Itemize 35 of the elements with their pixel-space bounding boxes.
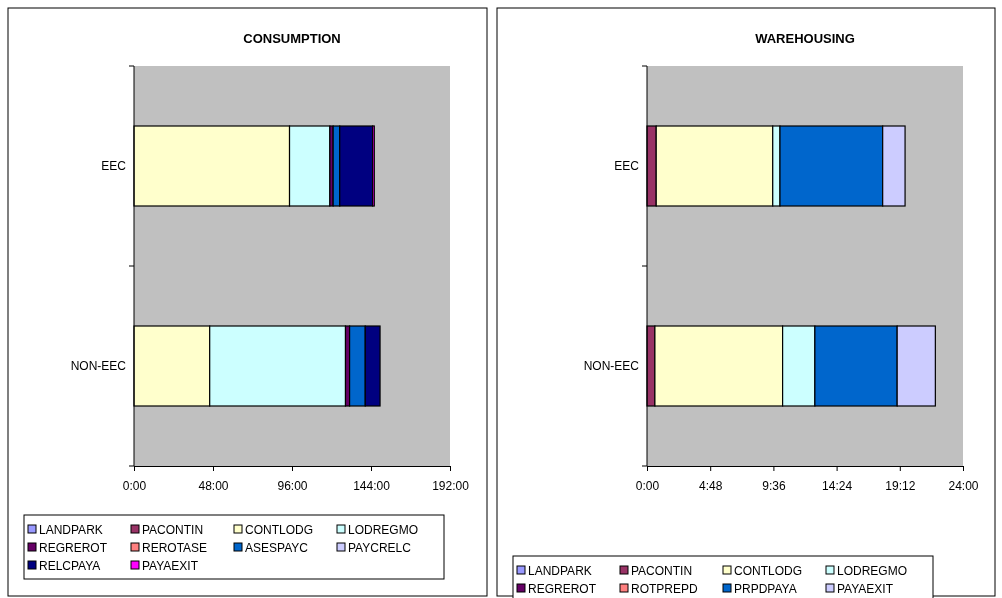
legend-label: ASESPAYC xyxy=(245,541,309,555)
legend-label: CONTLODG xyxy=(734,564,803,578)
legend-label: REGREROT xyxy=(39,541,108,555)
legend-label: REGREROT xyxy=(528,582,597,596)
x-tick-label: 144:00 xyxy=(353,478,391,493)
legend-label: LANDPARK xyxy=(39,523,103,537)
legend-label: PRPDPAYA xyxy=(734,582,797,596)
legend-label: PACONTIN xyxy=(631,564,693,578)
x-tick-label: 48:00 xyxy=(198,478,229,493)
legend-label: PAYAEXIT xyxy=(837,582,894,596)
y-tick-label: NON-EEC xyxy=(583,359,640,374)
legend-label: ROTPREPD xyxy=(631,582,699,596)
y-tick-label: EEC xyxy=(614,159,640,174)
chart-title: CONSUMPTION xyxy=(243,31,341,46)
legend-label: PAYAEXIT xyxy=(142,559,199,573)
x-tick-label: 96:00 xyxy=(277,478,308,493)
x-tick-label: 0:00 xyxy=(635,478,660,493)
legend-label: REROTASE xyxy=(142,541,208,555)
y-tick-label: NON-EEC xyxy=(70,359,127,374)
legend-label: CONTLODG xyxy=(245,523,314,537)
chart-title: WAREHOUSING xyxy=(755,31,855,46)
legend-label: LANDPARK xyxy=(528,564,592,578)
legend-label: LODREGMO xyxy=(348,523,419,537)
x-tick-label: 192:00 xyxy=(432,478,470,493)
x-tick-label: 9:36 xyxy=(762,478,786,493)
legend-label: RELCPAYA xyxy=(39,559,101,573)
y-tick-label: EEC xyxy=(101,159,127,174)
x-tick-label: 19:12 xyxy=(885,478,916,493)
legend-label: LODREGMO xyxy=(837,564,908,578)
legend-label: PACONTIN xyxy=(142,523,204,537)
x-tick-label: 4:48 xyxy=(699,478,723,493)
x-tick-label: 24:00 xyxy=(948,478,979,493)
x-tick-label: 0:00 xyxy=(122,478,147,493)
legend-label: PAYCRELC xyxy=(348,541,412,555)
x-tick-label: 14:24 xyxy=(822,478,853,493)
